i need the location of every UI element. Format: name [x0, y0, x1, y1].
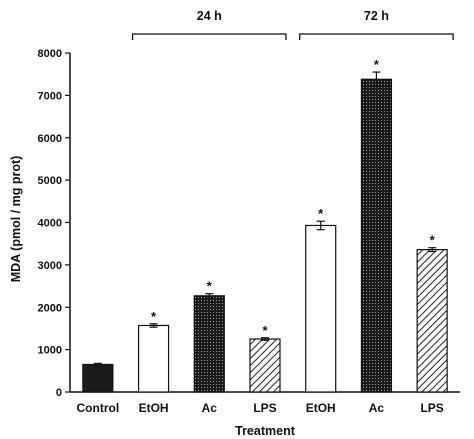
significance-asterisk: * — [318, 206, 324, 221]
bars: * * * * * * — [82, 57, 448, 393]
category-label: Ac — [202, 401, 218, 415]
group-bracket — [299, 33, 454, 40]
category-label: EtOH — [306, 401, 336, 415]
significance-asterisk: * — [262, 323, 268, 338]
y-tick-label: 2000 — [38, 302, 62, 314]
y-tick-label: 3000 — [38, 260, 62, 272]
bar — [137, 324, 170, 393]
significance-asterisk: * — [207, 279, 213, 294]
significance-asterisk: * — [374, 57, 380, 72]
category-label: EtOH — [139, 401, 169, 415]
category-label: LPS — [253, 401, 276, 415]
significance-asterisk: * — [430, 233, 436, 248]
bar — [416, 249, 448, 393]
y-tick-label: 7000 — [38, 90, 62, 102]
group-label: 72 h — [364, 9, 389, 23]
category-label: Ac — [369, 401, 385, 415]
category-label: Control — [77, 401, 120, 415]
y-tick-label: 6000 — [38, 133, 62, 145]
bar — [360, 78, 393, 393]
group-label: 24 h — [197, 9, 222, 23]
bar — [305, 224, 337, 393]
bar — [249, 338, 281, 393]
y-tick-label: 1000 — [38, 345, 62, 357]
y-tick-label: 5000 — [38, 175, 62, 187]
bar — [82, 363, 114, 393]
y-ticks: 0 1000 2000 3000 4000 5000 6000 7000 8000 — [38, 48, 70, 399]
y-tick-label: 4000 — [38, 218, 62, 230]
y-tick-label: 8000 — [38, 48, 62, 60]
group-brackets: 24 h 72 h — [131, 9, 454, 40]
category-labels: Control EtOH Ac LPS EtOH Ac LPS — [77, 401, 444, 415]
y-tick-label: 0 — [56, 387, 62, 399]
significance-asterisk: * — [151, 309, 157, 324]
category-label: LPS — [420, 401, 443, 415]
x-axis-title: Treatment — [235, 424, 296, 438]
y-axis-title: MDA (pmol / mg prot) — [9, 156, 23, 283]
bar — [193, 295, 225, 393]
group-bracket — [131, 33, 287, 40]
